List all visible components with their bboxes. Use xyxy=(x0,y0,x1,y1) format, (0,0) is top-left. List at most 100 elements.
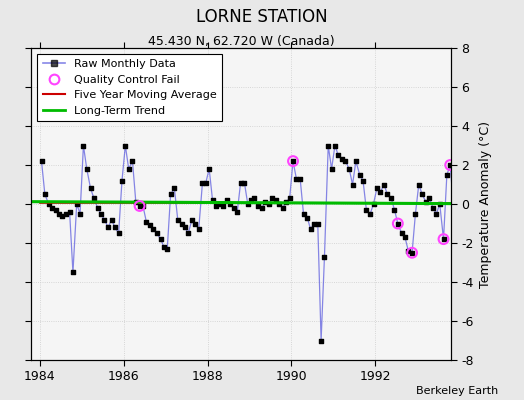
Point xyxy=(296,176,304,182)
Point xyxy=(167,191,175,198)
Point xyxy=(450,210,458,217)
Point xyxy=(387,195,395,201)
Point xyxy=(163,246,171,252)
Point xyxy=(376,189,385,196)
Point xyxy=(439,236,447,242)
Point xyxy=(257,205,266,211)
Point xyxy=(79,142,88,149)
Point xyxy=(69,269,77,276)
Point xyxy=(114,230,123,236)
Point xyxy=(86,185,95,192)
Point xyxy=(58,212,67,219)
Point xyxy=(173,216,182,223)
Point xyxy=(331,142,339,149)
Point xyxy=(55,210,63,217)
Point xyxy=(230,205,238,211)
Point xyxy=(205,166,213,172)
Point xyxy=(118,178,126,184)
Point xyxy=(261,199,269,205)
Point xyxy=(244,201,252,207)
Point xyxy=(289,158,297,164)
Point xyxy=(198,179,206,186)
Point xyxy=(135,203,144,209)
Text: Berkeley Earth: Berkeley Earth xyxy=(416,386,498,396)
Point xyxy=(414,181,423,188)
Point xyxy=(226,201,234,207)
Point xyxy=(317,337,325,344)
Point xyxy=(265,201,273,207)
Point xyxy=(408,250,416,256)
Point xyxy=(394,220,402,227)
Point xyxy=(352,158,360,164)
Point xyxy=(397,230,406,236)
Point xyxy=(404,248,412,254)
Point xyxy=(425,195,433,201)
Point xyxy=(212,203,221,209)
Title: 45.430 N, 62.720 W (Canada): 45.430 N, 62.720 W (Canada) xyxy=(148,35,334,48)
Point xyxy=(97,210,105,217)
Point xyxy=(310,220,318,227)
Point xyxy=(408,250,416,256)
Point xyxy=(429,205,437,211)
Point xyxy=(345,166,353,172)
Point xyxy=(324,142,332,149)
Point xyxy=(359,178,367,184)
Point xyxy=(181,224,189,230)
Point xyxy=(278,205,287,211)
Point xyxy=(362,207,370,213)
Point xyxy=(76,210,84,217)
Point xyxy=(289,158,297,164)
Point xyxy=(348,181,357,188)
Point xyxy=(328,166,336,172)
Point xyxy=(188,216,196,223)
Point xyxy=(219,203,227,209)
Point xyxy=(268,195,276,201)
Point xyxy=(307,226,315,232)
Point xyxy=(72,201,81,207)
Point xyxy=(41,191,49,198)
Point xyxy=(435,201,444,207)
Point xyxy=(418,191,427,198)
Point xyxy=(194,226,203,232)
Point xyxy=(292,176,301,182)
Point xyxy=(394,220,402,227)
Point xyxy=(149,226,158,232)
Point xyxy=(355,172,364,178)
Point xyxy=(107,216,116,223)
Point xyxy=(275,201,283,207)
Point xyxy=(184,230,192,236)
Point xyxy=(282,199,290,205)
Text: LORNE STATION: LORNE STATION xyxy=(196,8,328,26)
Point xyxy=(93,205,102,211)
Point xyxy=(373,185,381,192)
Point xyxy=(390,207,399,213)
Point xyxy=(156,236,165,242)
Point xyxy=(66,209,74,215)
Point xyxy=(247,197,255,203)
Point xyxy=(121,142,129,149)
Point xyxy=(334,152,343,158)
Point xyxy=(139,203,147,209)
Y-axis label: Temperature Anomaly (°C): Temperature Anomaly (°C) xyxy=(479,120,492,288)
Point xyxy=(90,195,98,201)
Point xyxy=(146,222,154,229)
Point xyxy=(271,197,280,203)
Point xyxy=(100,216,108,223)
Point xyxy=(48,205,56,211)
Point xyxy=(111,224,119,230)
Point xyxy=(411,210,420,217)
Point xyxy=(233,209,242,215)
Point xyxy=(160,244,168,250)
Point xyxy=(320,254,329,260)
Point xyxy=(299,210,308,217)
Point xyxy=(202,179,210,186)
Point xyxy=(128,158,137,164)
Point xyxy=(83,166,91,172)
Point xyxy=(170,185,179,192)
Point xyxy=(142,218,150,225)
Point xyxy=(62,210,70,217)
Point xyxy=(132,199,140,205)
Point xyxy=(51,207,60,213)
Point xyxy=(209,197,217,203)
Legend: Raw Monthly Data, Quality Control Fail, Five Year Moving Average, Long-Term Tren: Raw Monthly Data, Quality Control Fail, … xyxy=(37,54,222,121)
